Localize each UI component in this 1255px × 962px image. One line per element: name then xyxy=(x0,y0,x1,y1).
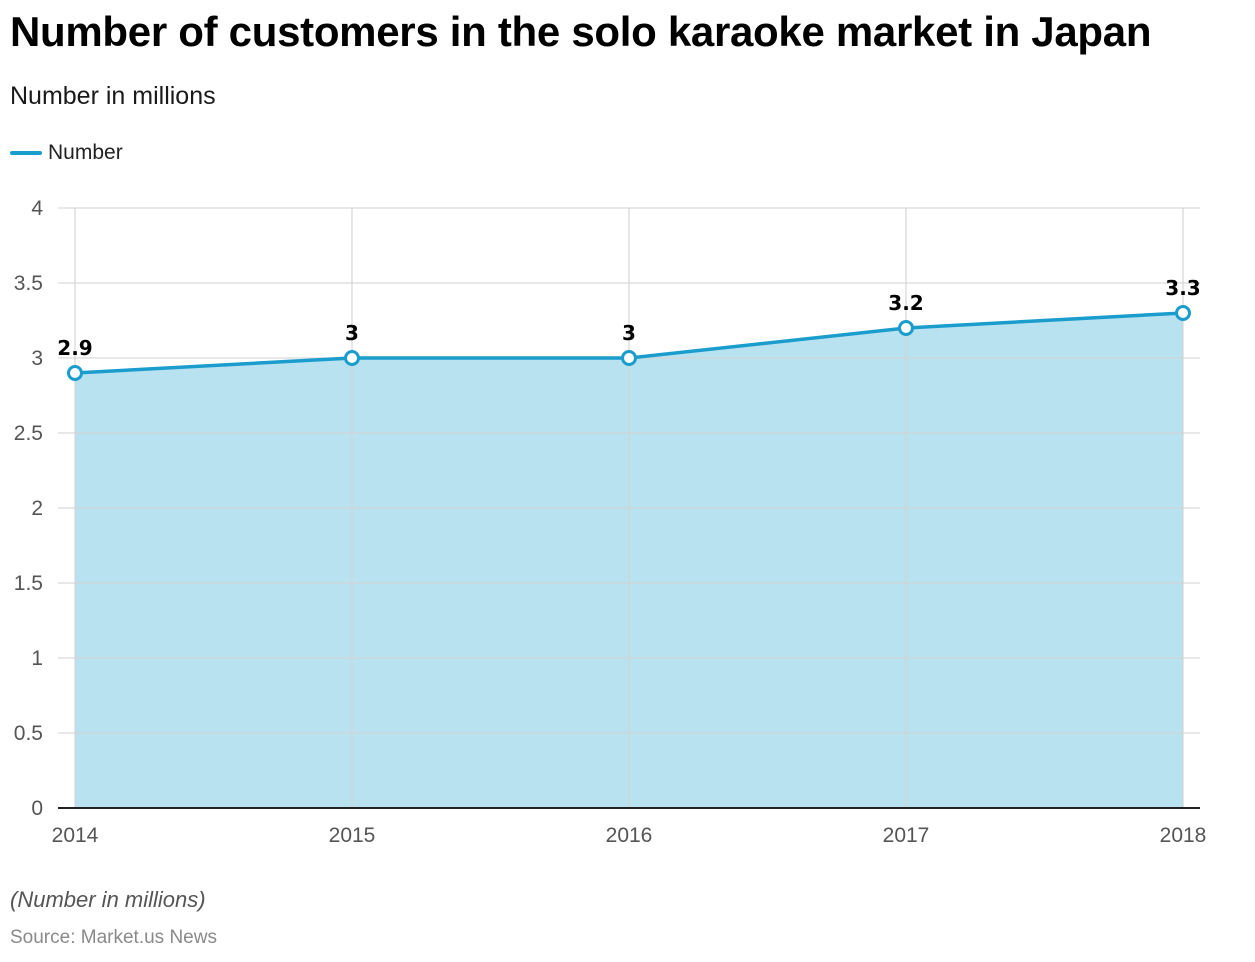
chart-title: Number of customers in the solo karaoke … xyxy=(10,8,1152,55)
y-tick-label: 3.5 xyxy=(14,272,43,295)
x-tick-label: 2014 xyxy=(52,824,99,847)
data-label: 3 xyxy=(622,321,636,345)
y-tick-label: 0.5 xyxy=(14,722,43,745)
x-tick-label: 2018 xyxy=(1160,824,1207,847)
data-label: 2.9 xyxy=(57,336,92,360)
data-label: 3.2 xyxy=(888,291,923,315)
data-point-marker xyxy=(898,320,914,336)
source-credit: Source: Market.us News xyxy=(10,927,217,948)
x-tick-label: 2015 xyxy=(329,824,376,847)
y-tick-label: 1 xyxy=(31,647,43,670)
data-label: 3.3 xyxy=(1165,276,1200,300)
data-point-marker xyxy=(1175,305,1191,321)
x-tick-label: 2017 xyxy=(883,824,930,847)
data-point-marker xyxy=(344,350,360,366)
y-tick-label: 2.5 xyxy=(14,422,43,445)
y-tick-label: 1.5 xyxy=(14,572,43,595)
y-tick-label: 2 xyxy=(31,497,43,520)
legend: Number xyxy=(10,141,123,165)
x-tick-label: 2016 xyxy=(606,824,653,847)
y-tick-label: 4 xyxy=(31,197,43,220)
y-tick-label: 0 xyxy=(31,797,43,820)
line-area-chart: 0 0.5 1 1.5 2 2.5 3 3.5 4 2014 2015 2016 2017 2018 2.9… xyxy=(14,197,1207,847)
chart-subtitle: Number in millions xyxy=(10,82,216,110)
legend-swatch-number xyxy=(10,151,42,155)
footnote: (Number in millions) xyxy=(10,887,206,912)
data-point-marker xyxy=(621,350,637,366)
y-tick-label: 3 xyxy=(31,347,43,370)
data-label: 3 xyxy=(345,321,359,345)
data-point-marker xyxy=(67,365,83,381)
legend-label-number: Number xyxy=(48,141,123,164)
